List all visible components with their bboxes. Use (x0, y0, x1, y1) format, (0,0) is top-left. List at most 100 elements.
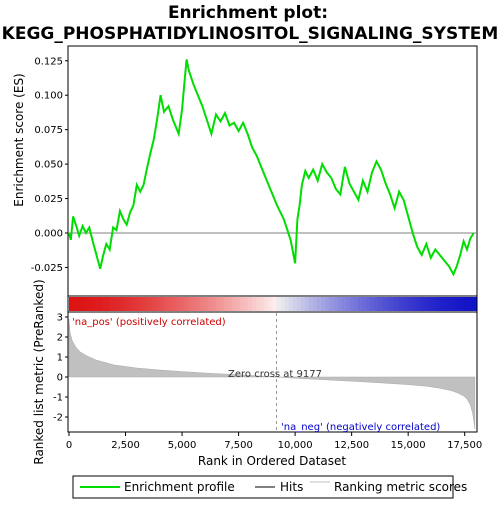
rank-color-cell (292, 297, 298, 311)
legend-hits-label: Hits (280, 480, 303, 494)
rank-y-tick-label: 1 (57, 353, 63, 364)
rank-color-cell (414, 297, 420, 311)
rank-color-cell (195, 297, 200, 311)
rank-color-cell (439, 297, 445, 311)
rank-color-cell (101, 297, 107, 311)
rank-color-cell (248, 297, 253, 311)
rank-color-cell (345, 297, 351, 311)
rank-color-cell (178, 297, 184, 311)
rank-color-cell (341, 297, 347, 311)
rank-color-cell (105, 297, 111, 311)
es-y-axis-label: Enrichment score (ES) (12, 73, 26, 206)
rank-color-cell (402, 297, 408, 311)
rank-color-cell (158, 297, 164, 311)
rank-color-cell (305, 297, 310, 311)
x-tick-label: 5,000 (168, 440, 197, 451)
rank-color-cell (235, 297, 241, 311)
pos-correlated-label: 'na_pos' (positively correlated) (72, 317, 226, 328)
x-tick-label: 17,500 (447, 440, 482, 451)
enrichment-profile-line (68, 59, 475, 277)
rank-color-cell (313, 297, 318, 311)
rank-color-cell (337, 297, 343, 311)
rank-color-cell (268, 297, 274, 311)
rank-color-bar (69, 297, 477, 311)
rank-color-cell (85, 297, 90, 311)
rank-color-cell (431, 297, 436, 311)
x-axis: 0 2,500 5,000 7,500 10,000 12,500 15,000 17,500 (66, 432, 482, 451)
rank-color-cell (423, 297, 428, 311)
rank-y-tick-label: 0 (57, 373, 63, 384)
ranking-metric-area (68, 318, 476, 430)
rank-color-cell (382, 297, 388, 311)
rank-color-cell (142, 297, 147, 311)
x-tick-label: 12,500 (334, 440, 369, 451)
rank-color-cell (256, 297, 261, 311)
rank-color-cell (260, 297, 265, 311)
rank-color-cell (394, 297, 400, 311)
rank-color-cell (300, 297, 306, 311)
rank-color-cell (435, 297, 440, 311)
zero-cross-annotation: Zero cross at 9177 (228, 369, 322, 380)
rank-color-cell (191, 297, 196, 311)
rank-color-cell (410, 297, 416, 311)
rank-color-cell (451, 297, 457, 311)
rank-color-cell (427, 297, 432, 311)
rank-color-cell (264, 297, 270, 311)
rank-color-cell (378, 297, 383, 311)
ranking-metric-area-group (68, 318, 476, 430)
neg-correlated-label: 'na_neg' (negatively correlated) (281, 422, 440, 433)
rank-color-cell (166, 297, 172, 311)
rank-color-cell (419, 297, 424, 311)
rank-color-cell (150, 297, 156, 311)
rank-color-cell (199, 297, 204, 311)
rank-color-cell (215, 297, 221, 311)
rank-color-cell (280, 297, 286, 311)
rank-color-cell (138, 297, 143, 311)
rank-color-cell (471, 297, 477, 311)
rank-color-cell (97, 297, 103, 311)
rank-color-cell (130, 297, 135, 311)
es-y-tick-label: 0.125 (34, 56, 63, 67)
rank-color-cell (390, 297, 396, 311)
rank-color-cell (325, 297, 331, 311)
enrichment-profile-group (68, 59, 475, 277)
rank-y-axis-label: Ranked list metric (PreRanked) (32, 279, 46, 464)
rank-color-cell (77, 297, 82, 311)
rank-color-cell (317, 297, 322, 311)
es-y-tick-label: 0.100 (34, 91, 63, 102)
rank-color-cell (223, 297, 229, 311)
rank-color-cell (73, 297, 78, 311)
x-axis-label: Rank in Ordered Dataset (198, 454, 346, 468)
rank-color-cell (109, 297, 115, 311)
rank-color-cell (459, 297, 465, 311)
x-tick-label: 7,500 (224, 440, 253, 451)
rank-color-cell (463, 297, 469, 311)
rank-color-cell (211, 297, 217, 311)
rank-color-cell (89, 297, 95, 311)
rank-color-cell (203, 297, 208, 311)
rank-color-cell (309, 297, 314, 311)
rank-color-cell (288, 297, 294, 311)
rank-y-tick-label: 2 (57, 333, 63, 344)
rank-color-cell (207, 297, 213, 311)
es-y-tick-label: 0.000 (34, 229, 63, 240)
rank-color-cell (170, 297, 176, 311)
rank-color-cell (81, 297, 86, 311)
rank-color-cell (231, 297, 237, 311)
rank-color-cell (219, 297, 225, 311)
rank-color-cell (252, 297, 257, 311)
rank-color-cell (284, 297, 290, 311)
rank-color-cell (455, 297, 461, 311)
rank-color-cell (113, 297, 119, 311)
rank-color-cell (125, 297, 131, 311)
es-y-axis: -0.025 0.000 0.025 0.050 0.075 0.100 0.125 (31, 56, 68, 274)
legend-es-label: Enrichment profile (124, 480, 235, 494)
es-y-tick-label: 0.050 (34, 160, 63, 171)
rank-color-cell (370, 297, 375, 311)
rank-y-axis: -2 -1 0 1 2 3 (53, 313, 68, 424)
rank-color-cell (227, 297, 233, 311)
rank-color-cell (374, 297, 379, 311)
rank-color-cell (296, 297, 302, 311)
rank-color-cell (366, 297, 371, 311)
rank-y-tick-label: -2 (53, 413, 63, 424)
